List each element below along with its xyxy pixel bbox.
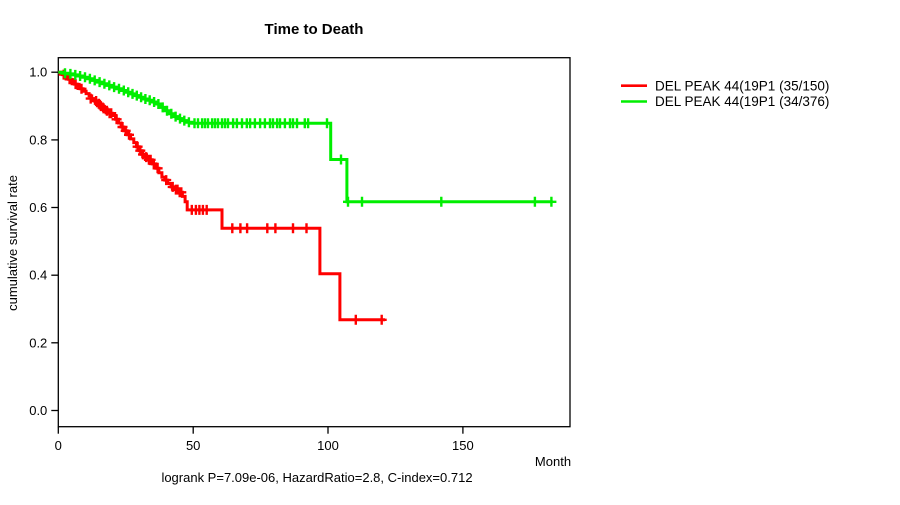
chart-title: Time to Death: [265, 21, 364, 38]
legend: DEL PEAK 44(19P1 (35/150) DEL PEAK 44(19…: [621, 78, 829, 109]
y-axis: 0.0 0.2 0.4 0.6 0.8 1.0: [29, 65, 59, 418]
y-tick-label: 0.6: [29, 200, 47, 215]
x-tick-label: 150: [452, 438, 474, 453]
curves: [58, 68, 557, 325]
stats-annotation: logrank P=7.09e-06, HazardRatio=2.8, C-i…: [161, 470, 472, 485]
legend-label-series2: DEL PEAK 44(19P1 (34/376): [655, 94, 829, 109]
censor-marks-series2: [60, 68, 557, 207]
y-tick-label: 0.4: [29, 268, 47, 283]
x-tick-label: 100: [317, 438, 339, 453]
x-axis-title: Month: [535, 454, 571, 469]
y-tick-label: 1.0: [29, 65, 47, 80]
y-tick-label: 0.2: [29, 335, 47, 350]
legend-label-series1: DEL PEAK 44(19P1 (35/150): [655, 78, 829, 93]
plot-border: [57, 57, 571, 428]
x-axis: 0 50 100 150: [55, 426, 474, 453]
x-tick-label: 0: [55, 438, 62, 453]
x-tick-label: 50: [186, 438, 200, 453]
y-tick-label: 0.8: [29, 132, 47, 147]
y-axis-title: cumulative survival rate: [5, 175, 20, 311]
censor-marks-series1: [58, 69, 387, 325]
y-tick-label: 0.0: [29, 403, 47, 418]
